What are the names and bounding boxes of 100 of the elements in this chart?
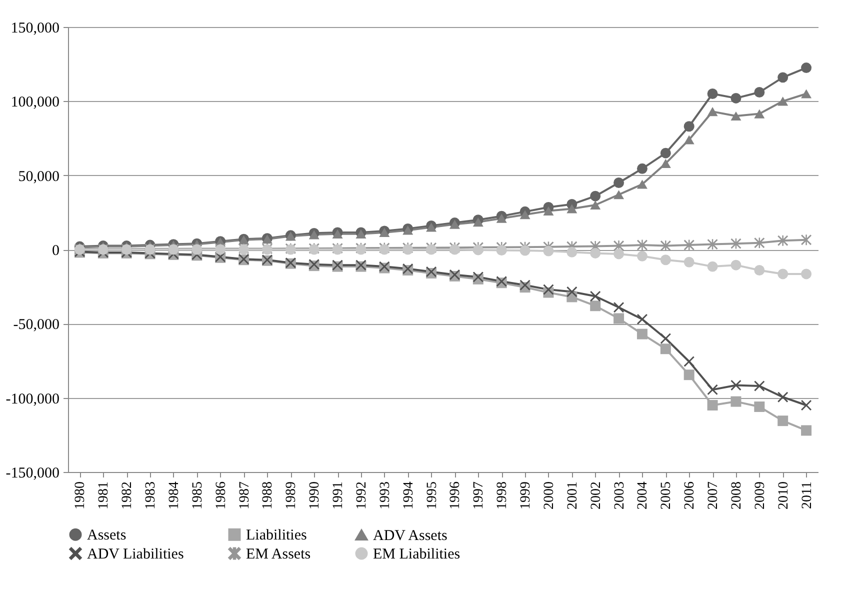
point: [614, 248, 624, 260]
y-tick-label: 0: [52, 243, 60, 259]
point: [707, 88, 718, 99]
point: [778, 268, 788, 280]
x-tick-label: 1982: [120, 482, 136, 510]
point: [684, 240, 694, 250]
point: [614, 313, 624, 324]
x-tick-label: 1985: [190, 482, 206, 510]
legend-label: ADV Assets: [373, 528, 448, 544]
point: [636, 328, 648, 340]
point: [684, 256, 694, 268]
point: [636, 180, 648, 189]
y-tick-label: 150,000: [10, 20, 60, 36]
point: [590, 290, 601, 302]
x-tick-label: 1993: [378, 482, 393, 510]
point: [754, 109, 765, 118]
point: [520, 210, 530, 220]
point: [801, 268, 812, 280]
point: [543, 246, 554, 256]
point: [684, 121, 694, 132]
x-tick-label: 1998: [495, 482, 510, 510]
point: [707, 400, 718, 410]
point: [614, 302, 624, 313]
point: [730, 260, 742, 270]
x-tick-label: 2001: [565, 482, 580, 510]
point: [754, 265, 765, 276]
point: [730, 111, 742, 121]
point: [520, 280, 530, 290]
x-tick-label: 1997: [472, 482, 487, 510]
point: [754, 87, 765, 98]
legend-label: EM Assets: [246, 546, 311, 562]
point: [660, 344, 671, 354]
x-tick-label: 2008: [729, 482, 744, 510]
point: [660, 240, 671, 252]
point: [778, 72, 788, 83]
point: [684, 135, 694, 144]
point: [636, 250, 648, 262]
point: [778, 416, 788, 426]
point: [496, 245, 507, 256]
point: [707, 107, 718, 116]
point: [801, 62, 812, 74]
x-tick-label: 1981: [96, 482, 112, 510]
x-tick-label: 1994: [401, 482, 416, 510]
point: [614, 240, 624, 252]
x-tick-label: 1986: [214, 482, 229, 510]
point: [801, 89, 812, 98]
x-tick-label: 2004: [636, 482, 651, 510]
x-tick-label: 2002: [588, 482, 604, 510]
y-tick-label: -150,000: [6, 466, 60, 482]
point: [707, 261, 718, 272]
x-tick-label: 2009: [752, 482, 768, 510]
x-tick-label: 1991: [331, 482, 346, 510]
point: [472, 218, 484, 227]
point: [496, 214, 507, 223]
x-tick-label: 2010: [776, 482, 792, 510]
point: [472, 244, 484, 256]
point: [730, 380, 742, 390]
point: [590, 248, 601, 258]
point: [614, 178, 624, 188]
legend-label: Liabilities: [246, 528, 307, 544]
x-tick-label: 1983: [144, 482, 159, 510]
x-tick-label: 1992: [354, 482, 370, 510]
point: [660, 333, 671, 344]
point: [730, 396, 742, 407]
point: [801, 234, 812, 246]
point: [684, 356, 694, 367]
point: [590, 200, 601, 210]
x-tick-label: 1988: [260, 482, 276, 510]
point: [730, 92, 742, 104]
x-tick-label: 1987: [237, 482, 252, 510]
x-tick-label: 1995: [424, 482, 440, 510]
legend-label: ADV Liabilities: [87, 546, 184, 562]
point: [636, 240, 648, 250]
x-tick-label: 2000: [542, 482, 557, 510]
x-tick-label: 1990: [308, 482, 323, 510]
point: [636, 314, 648, 324]
point: [636, 163, 648, 174]
point: [754, 401, 765, 412]
point: [707, 384, 718, 395]
point: [660, 254, 671, 266]
point: [308, 230, 320, 240]
point: [520, 245, 530, 256]
point: [590, 190, 601, 202]
point: [614, 190, 624, 200]
point: [566, 246, 578, 258]
x-tick-label: 1999: [518, 482, 534, 510]
x-tick-label: 1980: [73, 482, 88, 510]
legend-label: Assets: [87, 528, 126, 544]
point: [566, 286, 578, 298]
y-tick-label: 50,000: [18, 168, 60, 185]
point: [590, 300, 601, 312]
x-tick-label: 1984: [166, 482, 182, 510]
x-tick-label: 2006: [682, 482, 698, 510]
point: [778, 392, 788, 402]
point: [660, 158, 671, 168]
x-tick-label: 1996: [448, 482, 464, 510]
point: [778, 96, 788, 106]
point: [801, 400, 812, 410]
point: [730, 238, 742, 249]
point: [754, 380, 765, 392]
